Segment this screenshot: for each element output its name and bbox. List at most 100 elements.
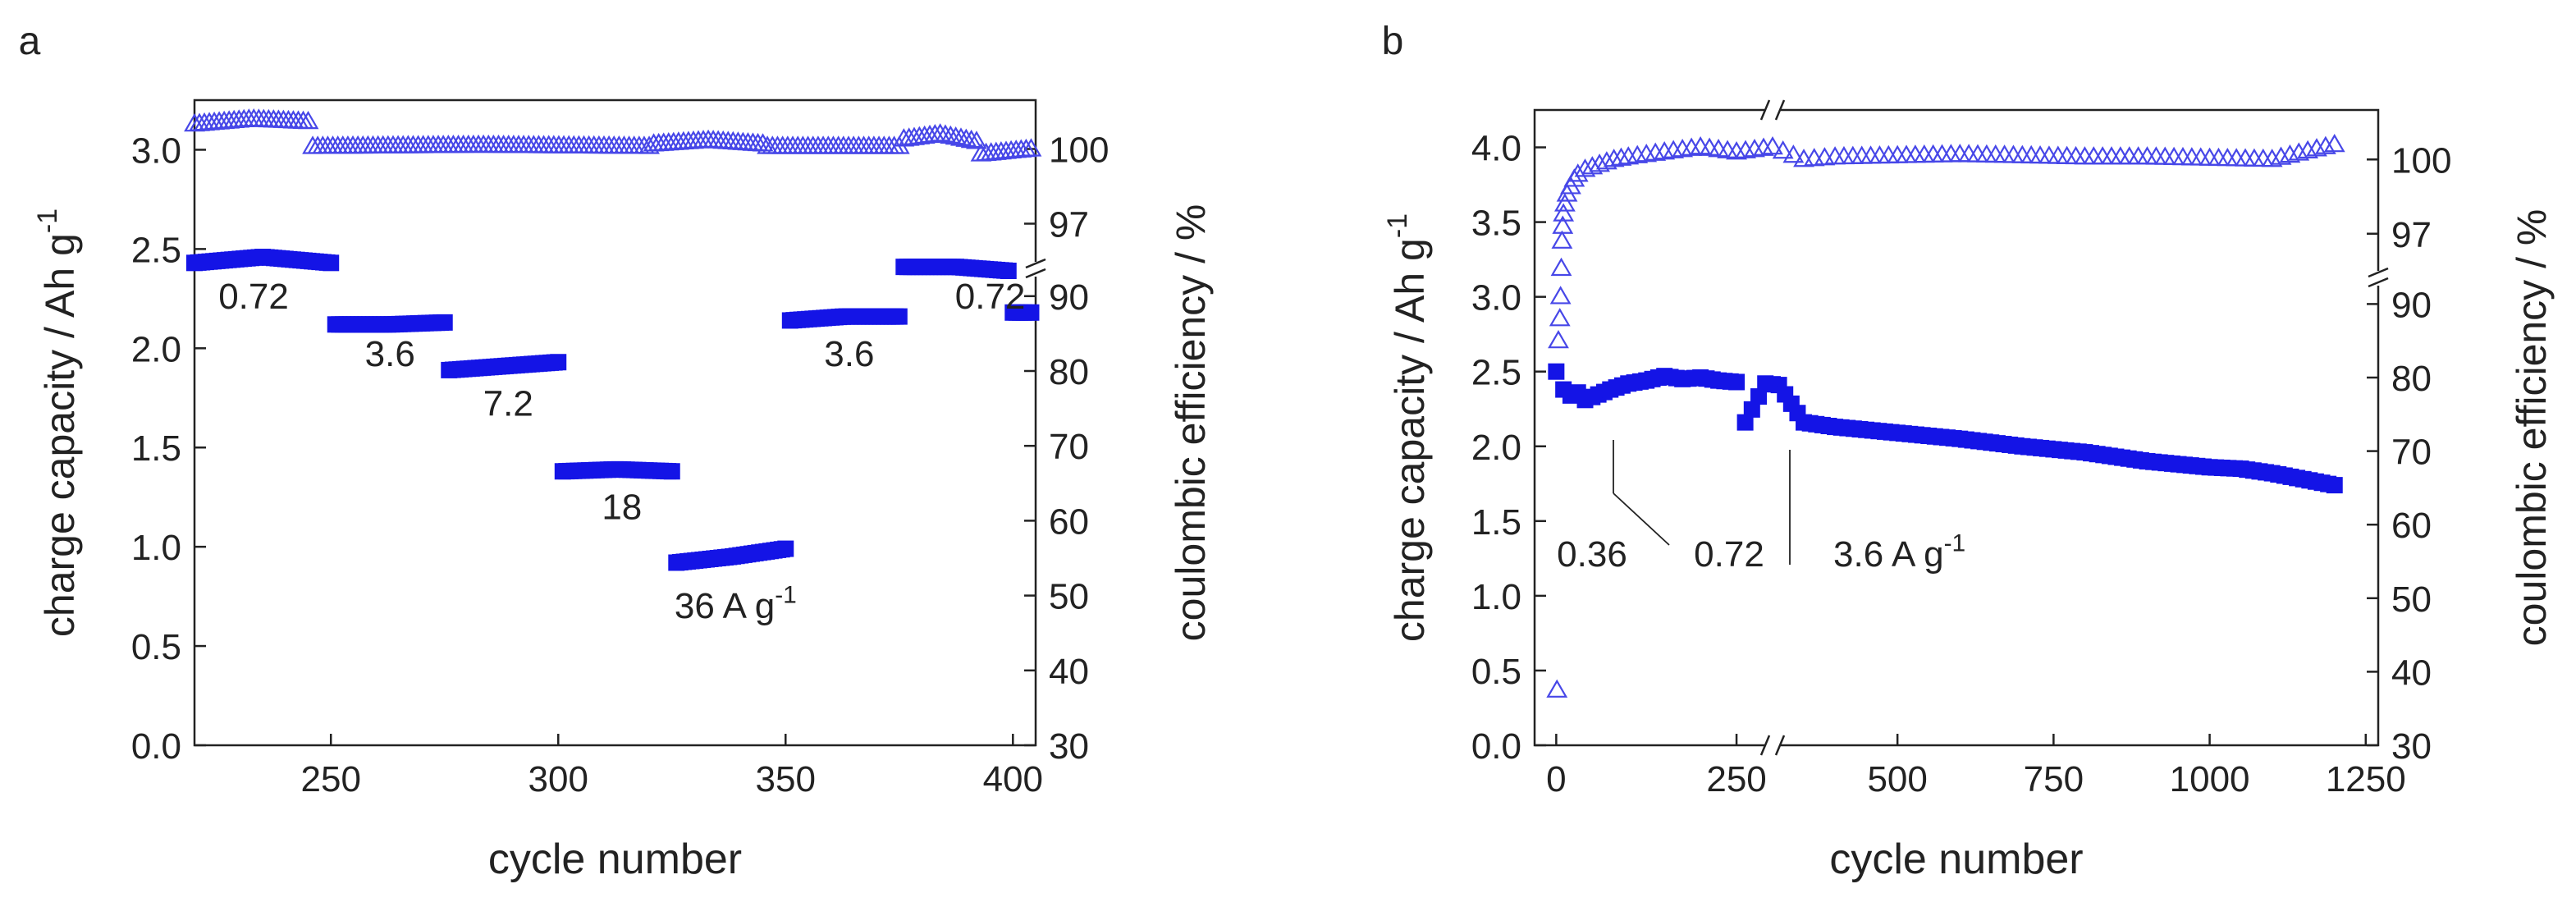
- capacity-marker-b: [1743, 401, 1760, 418]
- y-axis-label-a-base: charge capacity / Ah g: [37, 233, 83, 637]
- ce-marker-b: [2011, 144, 2034, 163]
- y-tick-label-a: 2.0: [131, 329, 181, 369]
- ce-marker-b: [1958, 144, 1980, 163]
- plot-frame-b: [1533, 108, 2380, 747]
- y2-tick-label-a: 90: [1049, 277, 1089, 318]
- ce-marker-a: [955, 128, 977, 147]
- y2-tick-label-b: 50: [2391, 579, 2432, 620]
- ce-marker-b: [2180, 147, 2203, 166]
- rate-label-a-base: 36 A g: [675, 586, 775, 626]
- ce-marker-b: [1567, 163, 1589, 182]
- x-axis-label-a: cycle number: [488, 836, 742, 883]
- ce-marker-b: [1949, 144, 1971, 163]
- rate-label-b: 0.72: [1694, 534, 1764, 575]
- y2-tick-label-b: 80: [2391, 359, 2432, 399]
- x-tick-label-b: 500: [1867, 759, 1927, 799]
- y2-axis-label-b: coulombic efficiency / %: [2509, 209, 2555, 647]
- rate-label-a: 0.72: [955, 277, 1026, 317]
- ce-marker-b: [1549, 286, 1572, 305]
- ce-marker-b: [1913, 144, 1935, 163]
- ce-marker-b: [2154, 146, 2176, 165]
- capacity-marker-a: [436, 314, 453, 331]
- y-tick-label-b: 1.0: [1471, 577, 1521, 617]
- y2-tick-label-b: 40: [2391, 653, 2432, 693]
- capacity-marker-b: [1736, 414, 1754, 431]
- y2-tick-label-a: 30: [1049, 726, 1089, 767]
- x-tick-label-b: 1000: [2170, 759, 2250, 799]
- y-tick-label-b: 3.0: [1471, 278, 1521, 318]
- x-tick-label-a: 300: [528, 759, 588, 799]
- ce-marker-b: [2127, 146, 2149, 165]
- ce-marker-b: [1772, 140, 1794, 159]
- y2-tick-label-a: 100: [1049, 131, 1109, 171]
- rate-label-a: 3.6: [824, 334, 874, 374]
- ce-marker-b: [2145, 146, 2167, 165]
- capacity-marker-b: [1728, 373, 1746, 391]
- axis-break-mark: [2368, 267, 2389, 278]
- y2-tick-label-a: 40: [1049, 652, 1089, 692]
- y2-tick-label-b: 97: [2391, 215, 2432, 255]
- y2-axis-label-a: coulombic efficiency / %: [1168, 204, 1214, 642]
- x-tick-label-b: 0: [1546, 759, 1566, 799]
- x-break-gap: [1764, 735, 1781, 755]
- ce-marker-b: [2056, 145, 2078, 164]
- ce-marker-b: [1550, 257, 1572, 277]
- ce-marker-b: [2235, 148, 2256, 167]
- ce-marker-b: [2083, 146, 2105, 165]
- ce-marker-a: [940, 125, 962, 144]
- ce-marker-b: [1690, 136, 1712, 155]
- capacity-marker-a: [550, 354, 567, 371]
- y-tick-label-a: 2.5: [131, 230, 181, 270]
- ce-marker-a: [960, 129, 982, 149]
- y-tick-label-a: 1.0: [131, 528, 181, 568]
- axis-break-mark: [1025, 268, 1046, 279]
- ce-marker-b: [2217, 148, 2239, 167]
- ce-marker-b: [1595, 151, 1617, 170]
- y-tick-label-a: 0.0: [131, 726, 181, 767]
- ce-marker-b: [2261, 149, 2283, 167]
- ce-marker-b: [1554, 193, 1576, 212]
- y2-tick-label-b: 90: [2391, 285, 2432, 325]
- ce-marker-b: [1904, 144, 1926, 163]
- ce-marker-a: [638, 135, 660, 154]
- ce-marker-b: [1548, 330, 1569, 349]
- axis-break-mark: [2368, 277, 2389, 288]
- x-tick-label-a: 250: [301, 759, 361, 799]
- x-break-mark: [1759, 735, 1771, 756]
- ce-marker-b: [2199, 147, 2221, 166]
- ce-marker-b: [2323, 133, 2345, 153]
- y-tick-label-b: 0.5: [1471, 652, 1521, 692]
- ce-marker-b: [2306, 138, 2327, 157]
- ce-marker-b: [1546, 679, 1568, 698]
- y-tick-label-b: 2.0: [1471, 428, 1521, 468]
- y2-tick-label-b: 70: [2391, 433, 2432, 473]
- ce-marker-a: [752, 133, 774, 152]
- y2-tick-label-a: 97: [1049, 205, 1089, 245]
- ce-marker-b: [2065, 145, 2087, 165]
- ce-marker-a: [950, 127, 972, 146]
- ce-marker-b: [2208, 147, 2230, 167]
- ce-marker-b: [1581, 156, 1604, 175]
- rate-label-a-sup: -1: [775, 582, 797, 609]
- capacity-marker-a: [1023, 304, 1040, 321]
- x-tick-label-a: 350: [756, 759, 816, 799]
- capacity-marker-a: [663, 463, 680, 480]
- y-tick-label-b: 3.5: [1471, 204, 1521, 244]
- ce-marker-b: [1551, 230, 1573, 249]
- panel-label-a: a: [19, 20, 41, 63]
- y2-tick-label-a: 50: [1049, 577, 1089, 617]
- ce-marker-b: [2279, 144, 2301, 163]
- ce-marker-b: [1878, 144, 1900, 164]
- ce-marker-b: [1552, 215, 1574, 234]
- capacity-marker-b: [1750, 388, 1768, 405]
- plot-frame-a: [193, 98, 1037, 747]
- ce-marker-b: [2314, 135, 2336, 154]
- ce-marker-b: [2244, 148, 2265, 167]
- ce-marker-b: [2092, 146, 2114, 165]
- y2-tick-label-a: 80: [1049, 352, 1089, 392]
- x-break-mark: [1759, 99, 1771, 121]
- ce-marker-b: [1833, 145, 1855, 165]
- ce-marker-b: [2101, 146, 2122, 165]
- y-tick-label-b: 0.0: [1471, 726, 1521, 767]
- ce-marker-b: [1922, 144, 1944, 163]
